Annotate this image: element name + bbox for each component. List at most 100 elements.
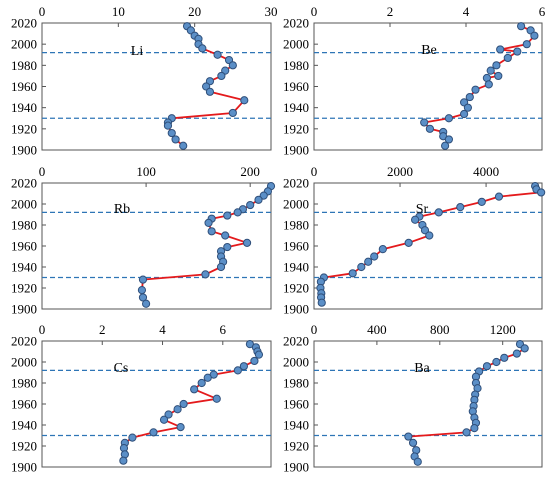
x-tick-label: 0 [39,4,46,19]
y-tick-label: 1940 [283,100,309,115]
data-point [486,66,495,75]
x-tick-label: 400 [367,322,387,337]
data-point [167,128,176,138]
data-point [233,366,242,375]
data-point [404,238,413,247]
y-tick-label: 1980 [283,218,309,233]
panel-title: Cs [114,361,129,376]
y-tick-label: 1980 [11,218,37,233]
y-tick-label: 1920 [11,121,37,136]
x-tick-label: 6 [220,322,227,337]
y-tick-label: 1900 [11,460,37,475]
data-point [203,373,212,382]
data-point [217,71,226,81]
data-point [500,353,509,362]
data-point [444,114,453,123]
y-tick-label: 2020 [283,176,309,191]
y-tick-label: 2000 [11,37,37,52]
panel-be: 0 2 4 6 1900 1920 1940 1960 1980 2000 2020 Be [283,4,546,158]
data-point [537,188,546,197]
data-point [242,238,252,247]
y-tick-label: 1920 [283,121,309,136]
y-tick-label: 2000 [283,37,309,52]
x-tick-label: 2 [99,322,106,337]
y-tick-label: 2000 [283,197,309,212]
data-point [171,135,180,144]
data-point [441,141,450,150]
data-point [470,424,479,433]
data-point [212,394,221,403]
series-line [319,185,542,303]
y-tick-label: 2020 [11,176,37,191]
panel-rb: 0 100 200 1900 1920 1940 1960 1980 2000 2020 Rb [11,164,276,317]
y-tick-label: 2000 [11,197,37,212]
y-tick-label: 2000 [11,355,37,370]
data-point [197,378,206,388]
data-point [463,103,472,112]
y-tick-label: 1920 [283,439,309,454]
data-point [413,457,422,466]
data-point [149,428,158,437]
data-point [228,61,237,70]
data-point [520,344,529,353]
data-point [420,118,429,127]
x-tick-label: 200 [240,164,260,179]
x-tick-label: 100 [136,164,156,179]
y-tick-label: 1900 [283,302,309,317]
series-line [423,25,536,147]
data-point [425,124,434,133]
data-point [205,87,215,96]
y-tick-label: 1960 [11,79,37,94]
data-point [465,92,474,102]
data-point [444,135,453,144]
data-point [138,275,148,284]
data-point [494,71,503,81]
series-line [122,343,260,461]
data-point [176,423,185,432]
y-tick-label: 1940 [283,418,309,433]
panel-sr: 0 2000 4000 1900 1920 1940 1960 1980 2000 2020 Sr [283,164,546,317]
data-point [477,197,486,206]
y-tick-label: 1900 [283,460,309,475]
x-tick-label: 0 [311,322,318,337]
data-point [348,269,357,278]
data-point [179,141,188,150]
x-tick-label: 1200 [490,322,516,337]
data-point [482,362,492,371]
y-tick-label: 1980 [11,58,37,73]
x-tick-label: 0 [311,4,318,19]
data-point [370,252,379,261]
data-point [462,428,471,437]
y-tick-label: 1940 [11,418,37,433]
data-point [173,405,182,414]
data-point [179,399,188,409]
x-tick-label: 30 [265,4,278,19]
y-tick-label: 1980 [283,58,309,73]
x-tick-label: 2 [387,4,394,19]
data-point [471,85,480,94]
data-point [378,245,387,254]
data-point [228,108,237,118]
data-point [198,44,207,53]
data-point [317,298,326,307]
data-point [259,191,268,200]
data-point [119,456,128,465]
y-tick-label: 1960 [283,239,309,254]
y-tick-label: 1960 [283,79,309,94]
data-point [223,242,232,252]
y-tick-label: 1980 [283,376,309,391]
x-tick-label: 0 [311,164,318,179]
y-tick-label: 2020 [11,334,37,349]
data-point [503,53,512,63]
y-tick-label: 1920 [11,439,37,454]
x-tick-label: 6 [539,4,546,19]
data-point [201,270,210,279]
x-tick-label: 20 [188,4,201,19]
x-tick-label: 2000 [387,164,413,179]
data-point [254,195,263,204]
data-point [513,47,522,56]
y-tick-label: 1920 [11,281,37,296]
data-point [492,357,501,367]
x-tick-label: 800 [430,322,450,337]
